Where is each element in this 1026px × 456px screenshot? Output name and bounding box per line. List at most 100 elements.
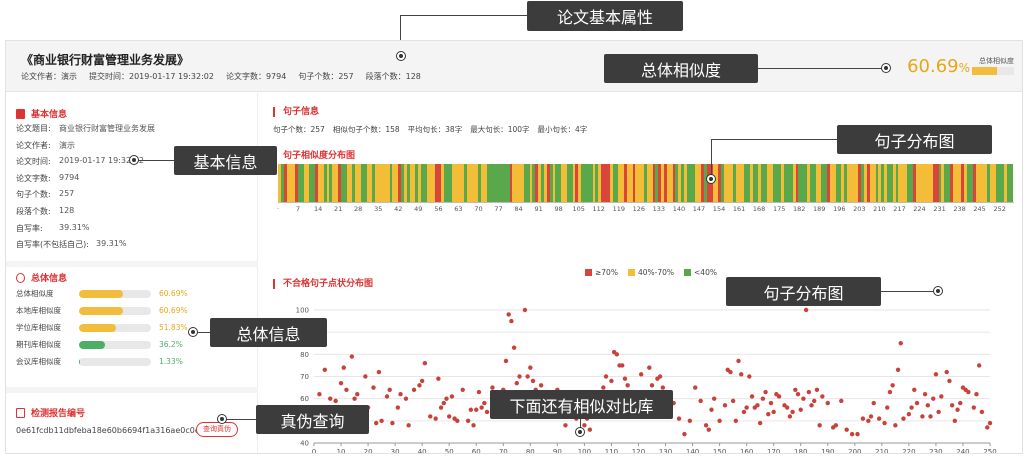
meta-author: 论文作者：演示: [21, 72, 77, 81]
scatter-point: [866, 418, 871, 424]
legend-label: <40%: [694, 268, 717, 277]
overall-info-list: 总体相似度 60.69% 本地库相似度 60.69% 学位库相似度 51.83% 期刊库相似…: [16, 285, 188, 370]
scatter-point: [914, 400, 920, 406]
scatter-point: [530, 378, 536, 384]
callout-dot: [934, 287, 942, 295]
info-key: 论文字数:: [16, 173, 51, 183]
scatter-point: [582, 423, 587, 428]
stripe-tick: 252: [993, 205, 1006, 213]
scatter-point: [447, 414, 452, 419]
scatter-point: [741, 409, 747, 415]
info-value: 2019-01-17 19:32:02: [59, 156, 144, 166]
scatter-point: [722, 403, 728, 408]
scatter-point: [952, 418, 958, 424]
info-row: 自写率: 39.31%: [16, 223, 155, 240]
callout-more-libraries: 下面还有相似对比库: [490, 390, 673, 419]
scatter-point: [895, 367, 901, 373]
scatter-point: [801, 396, 806, 401]
stripe-tick: 231: [933, 205, 946, 213]
similarity-row: 本地库相似度 60.69%: [16, 302, 188, 319]
x-tick-label: 30: [391, 448, 400, 454]
scatter-point: [379, 418, 384, 424]
stripe-tick: 147: [692, 205, 706, 213]
scatter-point: [503, 358, 509, 364]
x-tick-label: 90: [553, 448, 562, 454]
scatter-point: [717, 418, 722, 424]
callout-dot: [707, 175, 715, 183]
scatter-point: [817, 423, 822, 428]
x-tick-label: 40: [418, 448, 427, 454]
scatter-point: [966, 389, 971, 395]
x-tick-label: 250: [983, 448, 996, 454]
scatter-point: [814, 387, 820, 392]
scatter-point: [438, 405, 444, 410]
legend-label: 40%-70%: [637, 268, 675, 277]
info-value: 演示: [59, 140, 75, 150]
stripe-tick: 203: [853, 205, 866, 213]
scatter-title: 不合格句子点状分布图: [273, 279, 373, 289]
scatter-point: [620, 363, 625, 368]
info-value: 商业银行财富管理业务发展: [59, 124, 155, 133]
similarity-row: 期刊库相似度 36.2%: [16, 336, 188, 353]
callout-sentence-scatter: 句子分布图: [726, 277, 881, 306]
scatter-point: [749, 394, 755, 399]
scatter-point: [860, 416, 866, 421]
info-key: 论文时间:: [16, 157, 51, 167]
scatter-point: [739, 372, 744, 377]
scatter-point: [871, 400, 876, 406]
scatter-point: [849, 431, 855, 437]
stripe-tick: 105: [572, 205, 585, 213]
scatter-point: [906, 411, 912, 417]
scatter-point: [985, 425, 990, 430]
legend-swatch: [627, 269, 635, 276]
stripe-tick: 119: [612, 205, 625, 213]
meta-paragraphs: 段落个数：128: [365, 72, 421, 81]
info-row: 论文题目: 商业银行财富管理业务发展: [16, 123, 155, 140]
scatter-point: [419, 378, 425, 384]
sentence-stat: 平均句长：38字: [407, 125, 463, 134]
divider: [6, 261, 258, 267]
scatter-point: [344, 387, 349, 392]
scatter-point: [511, 345, 517, 350]
info-row: 自写率(不包括自己): 39.31%: [16, 239, 155, 256]
scatter-point: [909, 405, 914, 410]
scatter-point: [976, 363, 982, 368]
scatter-point: [398, 392, 403, 397]
scatter-point: [706, 427, 711, 432]
scatter-point: [384, 394, 390, 399]
callout-sentence-distribution: 句子分布图: [837, 125, 992, 154]
stripe-tick: 21: [333, 205, 343, 213]
x-tick-label: 150: [713, 448, 726, 454]
legend-item: ≥70%: [585, 268, 618, 277]
similarity-label: 总体相似度: [16, 289, 54, 298]
stripe-tick: 217: [893, 205, 906, 213]
scatter-point: [795, 392, 801, 397]
scatter-point: [763, 389, 768, 395]
x-tick-label: 0: [312, 448, 316, 454]
y-tick-label: 80: [300, 351, 309, 359]
callout-verify: 真伪查询: [256, 405, 369, 434]
scatter-point: [771, 409, 776, 415]
stripe-tick: ·: [276, 205, 280, 213]
verify-button[interactable]: 查询真伪: [196, 422, 238, 437]
scatter-point: [638, 372, 644, 377]
y-tick-label: 70: [300, 373, 309, 381]
similarity-label: 学位库相似度: [16, 323, 61, 332]
total-similarity-value: 60.69%: [907, 56, 970, 77]
scatter-point: [885, 405, 890, 410]
x-tick-label: 120: [632, 448, 645, 454]
distribution-title: 句子相似度分布图: [273, 151, 355, 161]
callout-dot: [882, 64, 890, 72]
scatter-point: [936, 409, 941, 415]
scatter-point: [514, 380, 519, 386]
callout-dot: [130, 156, 138, 164]
stripe-tick: 98: [554, 205, 563, 213]
scatter-point: [601, 385, 606, 390]
scatter-point: [682, 431, 687, 437]
info-value: 39.31%: [96, 239, 127, 249]
x-tick-label: 170: [767, 448, 780, 454]
scatter-point: [979, 409, 985, 415]
scatter-point: [711, 396, 717, 401]
scatter-point: [809, 403, 814, 408]
scatter-point: [657, 374, 663, 379]
